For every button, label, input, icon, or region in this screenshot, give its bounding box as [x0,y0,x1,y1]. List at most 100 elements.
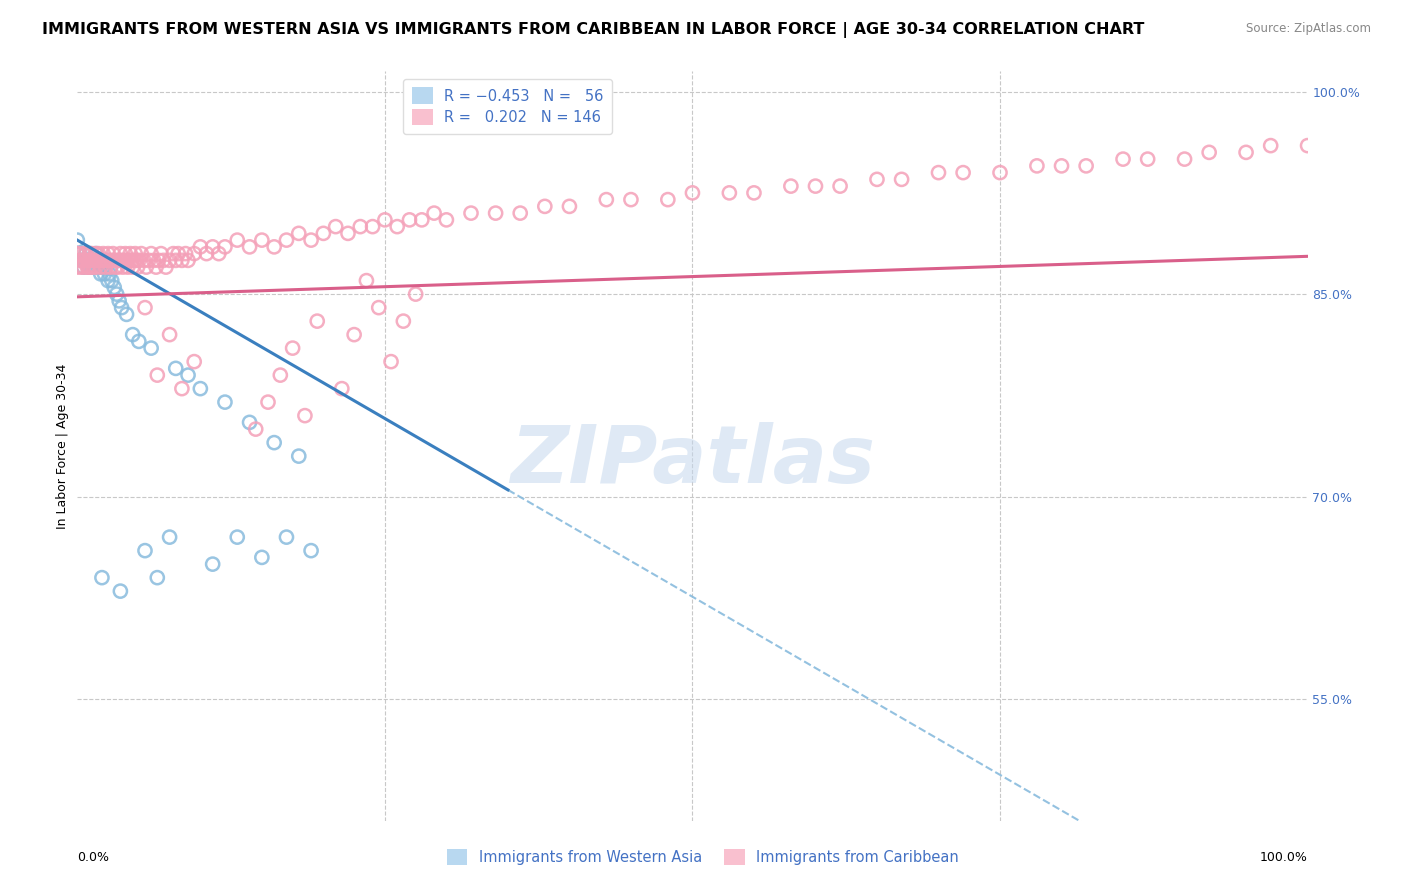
Point [91,260,114,274]
Point [159,530,181,544]
Point [780,179,803,194]
Point [90,253,114,268]
Point [86,260,108,274]
Point [509,206,531,220]
Point [82,260,104,274]
Point [111,301,132,315]
Point [208,246,231,260]
Point [121,253,143,268]
Point [70,260,93,274]
Point [66,246,89,260]
Point [195,246,218,260]
Point [69,246,91,260]
Point [141,341,163,355]
Point [337,227,360,241]
Point [84,246,107,260]
Point [67,246,90,260]
Text: 0.0%: 0.0% [77,851,110,864]
Point [201,557,224,571]
Point [269,368,291,383]
Point [405,287,427,301]
Point [485,206,508,220]
Point [83,260,105,274]
Point [132,253,155,268]
Point [1076,159,1098,173]
Point [122,253,145,268]
Point [79,246,101,260]
Point [115,253,138,268]
Point [257,395,280,409]
Point [77,260,100,274]
Point [101,246,124,260]
Point [96,253,118,268]
Point [1174,152,1197,166]
Point [988,166,1011,180]
Point [89,253,111,268]
Point [124,246,146,260]
Point [66,233,89,247]
Point [76,253,98,268]
Text: Source: ZipAtlas.com: Source: ZipAtlas.com [1246,22,1371,36]
Point [79,253,101,268]
Point [1234,145,1257,160]
Point [534,199,557,213]
Point [1112,152,1135,166]
Point [101,274,124,288]
Point [117,260,139,274]
Point [112,253,135,268]
Point [177,253,200,268]
Point [595,193,617,207]
Point [367,301,389,315]
Point [165,361,187,376]
Point [343,327,366,342]
Point [620,193,643,207]
Point [152,253,174,268]
Point [76,253,98,268]
Point [263,240,285,254]
Point [830,179,852,194]
Point [110,246,132,260]
Point [682,186,704,200]
Point [103,280,125,294]
Point [84,246,107,260]
Point [94,260,117,274]
Point [98,253,121,268]
Point [82,246,104,260]
Point [226,530,249,544]
Point [288,227,311,241]
Point [374,212,396,227]
Point [93,267,115,281]
Point [103,253,125,268]
Point [80,260,103,274]
Point [83,253,105,268]
Point [299,233,322,247]
Point [718,186,741,200]
Y-axis label: In Labor Force | Age 30-34: In Labor Force | Age 30-34 [56,363,69,529]
Point [170,382,193,396]
Point [558,199,581,213]
Point [1296,138,1319,153]
Point [183,354,205,368]
Point [121,260,143,274]
Point [76,260,98,274]
Point [77,260,100,274]
Point [69,253,91,268]
Point [96,253,118,268]
Point [226,233,249,247]
Point [100,260,122,274]
Point [1136,152,1159,166]
Point [263,435,285,450]
Point [385,219,409,234]
Point [90,253,114,268]
Point [276,530,298,544]
Point [183,246,205,260]
Point [159,327,181,342]
Point [111,253,132,268]
Text: 100.0%: 100.0% [1260,851,1308,864]
Point [436,212,458,227]
Point [148,253,170,268]
Point [245,422,267,436]
Point [105,253,128,268]
Point [100,260,122,274]
Point [657,193,679,207]
